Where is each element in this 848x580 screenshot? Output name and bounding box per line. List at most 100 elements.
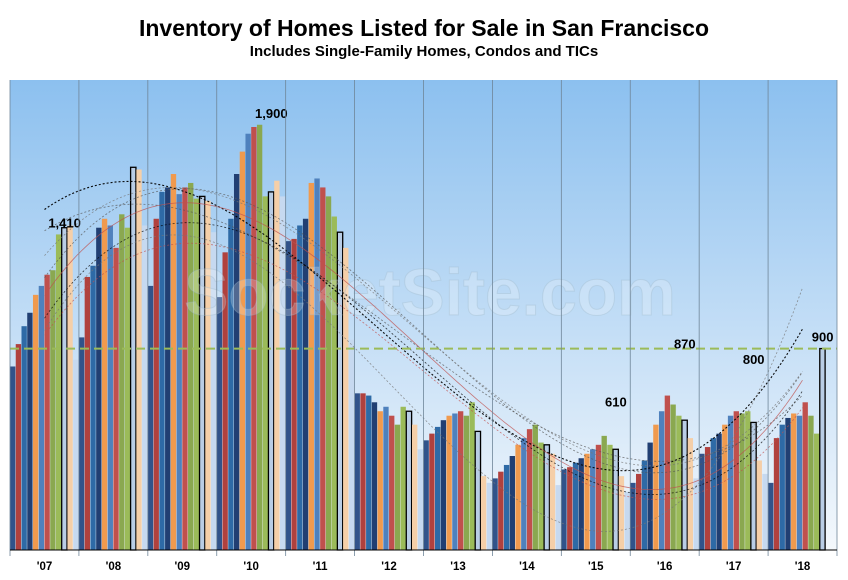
- x-tick-label: '08: [106, 561, 122, 573]
- chart-title: Inventory of Homes Listed for Sale in Sa…: [138, 15, 710, 41]
- bar-10-m4: [233, 174, 240, 550]
- data-label: 610: [605, 395, 627, 410]
- watermark-text: SocketSite.com: [184, 255, 676, 329]
- bar-14-m3: [503, 464, 510, 550]
- bar-12-m4: [371, 402, 378, 550]
- bar-17-m5: [722, 424, 728, 550]
- x-axis: '07 '08 '09 '10 '11 '12 '13 '14 '15 '16 '17 '18: [9, 80, 838, 573]
- bar-09-m10: [198, 195, 206, 551]
- bar-16-m1: [630, 482, 636, 550]
- bar-09-m1: [147, 285, 154, 550]
- bar-07-m10: [61, 227, 68, 551]
- bar-07-m11: [67, 225, 73, 551]
- bar-11-m7: [320, 187, 326, 550]
- bar-14-m5: [515, 444, 521, 550]
- x-tick-label: '09: [175, 561, 191, 573]
- bar-13-m4: [440, 420, 447, 550]
- bar-16-m2: [635, 473, 642, 550]
- bar-16-m11: [687, 438, 694, 550]
- bar-12-m9: [400, 406, 406, 550]
- bar-15-m7: [595, 444, 602, 550]
- bar-10-m7: [251, 127, 257, 550]
- bar-15-m9: [607, 444, 613, 550]
- bar-12-m10: [405, 410, 413, 551]
- bar-07-m5: [32, 294, 39, 550]
- bar-11-m5: [308, 182, 314, 550]
- data-label: 870: [674, 336, 696, 351]
- x-tick-label: '11: [313, 561, 328, 573]
- bar-11-m9: [331, 216, 337, 550]
- bar-15-m3: [572, 462, 579, 550]
- bar-08-m11: [136, 169, 142, 550]
- bar-10-m11: [274, 180, 280, 550]
- bar-16-m7: [664, 395, 671, 550]
- bar-13-m6: [452, 413, 458, 550]
- bar-14-m1: [492, 478, 498, 550]
- bar-07-m4: [27, 312, 33, 550]
- bar-11-m1: [285, 241, 292, 550]
- bar-09-m7: [182, 187, 188, 550]
- bar-08-m3: [90, 265, 96, 550]
- bar-13-m1: [423, 440, 429, 550]
- bar-09-m8: [188, 182, 194, 550]
- bar-13-m3: [434, 426, 441, 550]
- bar-14-m8: [532, 424, 538, 550]
- bar-18-m8: [808, 415, 814, 550]
- bar-17-m9: [745, 411, 751, 550]
- bar-08-m4: [96, 227, 102, 550]
- bar-18-m9: [814, 433, 820, 550]
- bar-07-m9: [55, 234, 62, 550]
- bar-09-m4: [165, 187, 171, 550]
- bar-10-m3: [228, 218, 234, 550]
- bar-17-m8: [739, 413, 745, 550]
- bar-15-m5: [584, 453, 590, 550]
- bar-15-m12: [624, 491, 630, 550]
- bar-10-m2: [222, 252, 228, 550]
- bar-09-m12: [211, 232, 217, 550]
- x-tick-label: '14: [519, 561, 535, 573]
- bar-17-m7: [733, 411, 739, 550]
- bar-07-m2: [15, 344, 22, 550]
- bar-15-m10: [612, 448, 620, 551]
- bar-16-m3: [641, 460, 648, 550]
- bar-14-m12: [555, 485, 561, 550]
- bar-18-m4: [785, 417, 791, 550]
- bar-08-m5: [101, 218, 108, 550]
- bar-17-m3: [710, 438, 716, 550]
- bar-14-m11: [549, 453, 556, 550]
- bar-18-m7: [802, 402, 808, 550]
- trend-line: [44, 222, 803, 495]
- bar-14-m6: [521, 438, 527, 550]
- bar-15-m2: [567, 467, 573, 550]
- bar-07-m3: [21, 326, 27, 550]
- bar-15-m6: [590, 449, 596, 550]
- x-tick-label: '07: [37, 561, 53, 573]
- bar-16-m8: [670, 404, 676, 550]
- bar-12-m2: [360, 393, 366, 550]
- bar-14-m4: [509, 456, 515, 550]
- bar-16-m4: [647, 442, 653, 550]
- data-label: 800: [743, 352, 765, 367]
- bar-17-m1: [699, 453, 705, 550]
- bar-17-m2: [704, 447, 711, 550]
- bar-12-m7: [389, 415, 395, 550]
- x-tick-label: '10: [243, 561, 259, 573]
- bar-15-m1: [561, 469, 567, 550]
- bar-14-m9: [538, 442, 544, 550]
- bar-16-m12: [693, 478, 699, 550]
- bar-08-m2: [84, 276, 90, 550]
- bar-09-m11: [205, 200, 211, 551]
- data-label: 1,900: [255, 106, 288, 121]
- bar-18-m10: [819, 347, 826, 551]
- chart-subtitle: Includes Single-Family Homes, Condos and…: [249, 43, 599, 60]
- bar-11-m8: [325, 196, 332, 550]
- bar-08-m8: [119, 214, 125, 551]
- bar-18-m2: [773, 438, 780, 550]
- bar-11-m6: [314, 178, 320, 551]
- bar-17-m10: [750, 421, 757, 551]
- bar-09-m3: [159, 191, 165, 550]
- bar-07-m12: [73, 359, 79, 550]
- bar-10-m6: [245, 133, 251, 550]
- bar-13-m8: [463, 415, 470, 550]
